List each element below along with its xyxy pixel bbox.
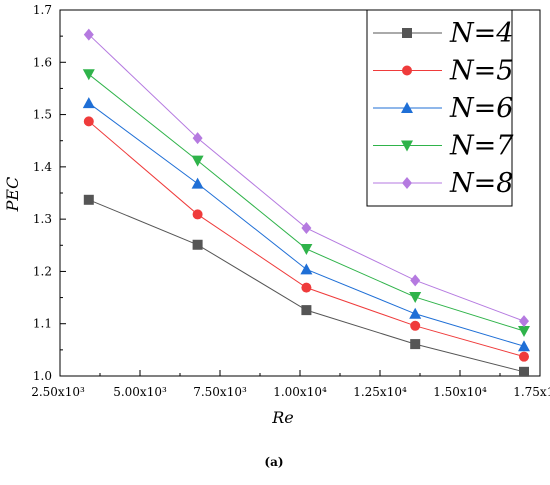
x-tick-label: 2.50x10³ (31, 385, 85, 399)
y-tick-label: 1.5 (33, 108, 52, 122)
series-layer (82, 28, 530, 377)
data-point (518, 340, 530, 352)
data-point (301, 305, 312, 316)
data-point (83, 194, 94, 205)
x-tick-label: 1.50x10⁴ (433, 385, 487, 399)
legend-marker (402, 177, 412, 189)
y-tick-label: 1.0 (33, 369, 52, 383)
legend-label: N=8 (449, 168, 513, 199)
x-tick-label: 1.75x10⁴ (513, 385, 550, 399)
x-tick-label: 5.00x10³ (113, 385, 167, 399)
y-tick-label: 1.6 (33, 55, 52, 69)
data-point (300, 243, 313, 255)
y-tick-label: 1.3 (33, 212, 52, 226)
y-axis-title: PEC (3, 177, 22, 213)
data-point (409, 292, 422, 304)
legend-marker (401, 102, 413, 113)
data-point (409, 307, 422, 319)
legend-label: N=4 (449, 18, 513, 49)
legend-marker (402, 65, 412, 76)
data-point (301, 222, 312, 235)
series-n4 (83, 194, 529, 377)
figure-caption: (a) (264, 455, 283, 469)
legend-label: N=7 (449, 131, 514, 162)
data-point (410, 274, 421, 287)
x-axis-title: Re (271, 408, 294, 427)
data-point (518, 326, 530, 338)
legend-marker (401, 140, 413, 152)
x-axis: 2.50x10³ 5.00x10³ 7.50x10³ 1.00x10⁴ 1.25x10⁴… (31, 370, 550, 399)
legend-item: N=7 (373, 131, 514, 162)
data-point (192, 209, 203, 220)
x-tick-label: 1.00x10⁴ (273, 385, 327, 399)
data-point (82, 69, 95, 81)
legend: N=4 N=5 N=6 N=7 N=8 (366, 9, 514, 207)
data-point (519, 315, 529, 328)
y-tick-label: 1.2 (33, 264, 52, 278)
data-point (519, 351, 529, 362)
series-n5 (83, 116, 529, 362)
data-point (519, 366, 529, 377)
y-tick-label: 1.4 (33, 160, 52, 174)
data-point (301, 282, 312, 293)
legend-item: N=4 (373, 18, 513, 49)
legend-label: N=6 (449, 93, 513, 124)
y-axis: 1.0 1.1 1.2 1.3 1.4 1.5 1.6 1.7 (33, 3, 66, 383)
data-point (410, 320, 421, 331)
legend-item: N=6 (373, 93, 513, 124)
data-point (191, 177, 204, 189)
legend-item: N=8 (373, 168, 513, 199)
legend-marker (402, 28, 412, 38)
data-point (410, 339, 421, 350)
y-tick-label: 1.1 (33, 317, 52, 331)
data-point (300, 263, 313, 275)
data-point (191, 155, 204, 167)
data-point (83, 116, 94, 127)
y-tick-label: 1.7 (33, 3, 52, 17)
data-point (82, 97, 95, 109)
series-n8 (83, 28, 529, 328)
series-n6 (82, 97, 530, 352)
legend-label: N=5 (449, 56, 513, 87)
series-n7 (82, 69, 530, 338)
x-tick-label: 7.50x10³ (193, 385, 247, 399)
data-point (192, 239, 203, 250)
data-point (83, 28, 94, 41)
data-point (192, 132, 203, 145)
legend-item: N=5 (373, 56, 513, 87)
x-tick-label: 1.25x10⁴ (353, 385, 407, 399)
